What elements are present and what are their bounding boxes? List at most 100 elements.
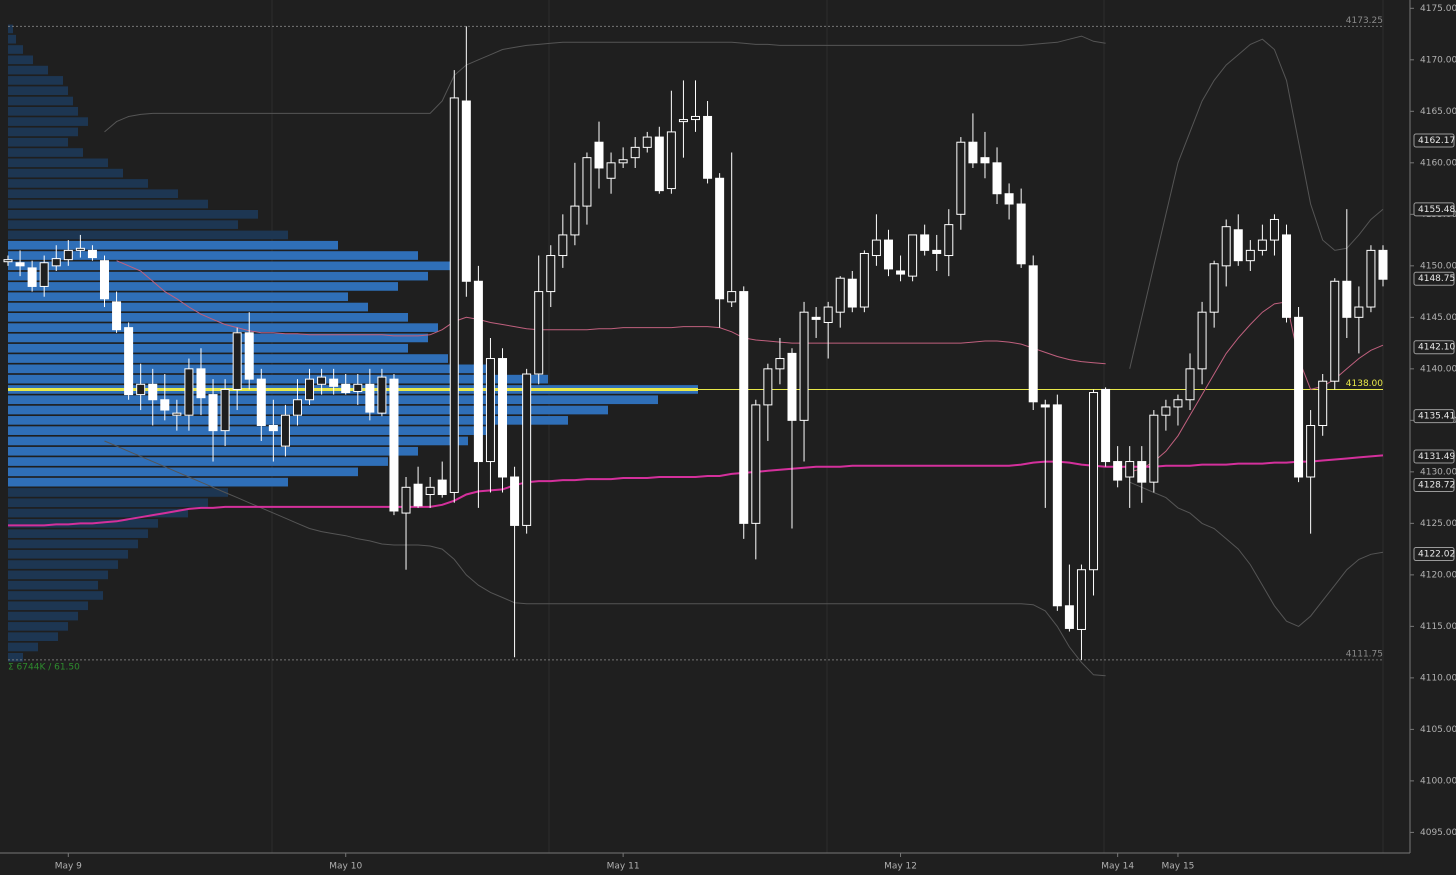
price-tag-label: 4142.10	[1418, 343, 1455, 353]
candle-body	[847, 278, 857, 308]
profile-bar	[8, 467, 358, 477]
candle-body	[654, 136, 664, 192]
candle-body	[148, 383, 158, 401]
profile-bar	[8, 652, 23, 662]
candle-body	[980, 157, 990, 164]
price-tag-label: 4131.49	[1418, 452, 1455, 462]
y-tick-label: 4175.00	[1420, 4, 1456, 14]
price-tag-label: 4128.72	[1418, 481, 1455, 491]
candle-body	[642, 136, 652, 148]
candle-body	[691, 115, 700, 121]
candle-body	[992, 162, 1002, 195]
candle-body	[1125, 461, 1135, 478]
candle-body	[1197, 311, 1207, 370]
price-tag-box	[1413, 271, 1455, 286]
candle-body	[232, 332, 242, 390]
candle-body	[787, 352, 797, 421]
candle-body	[739, 291, 749, 524]
profile-bar	[8, 611, 78, 621]
candle-body	[160, 399, 170, 411]
profile-bar	[8, 292, 348, 302]
candle-body	[208, 394, 218, 432]
candle-body	[968, 141, 978, 164]
candle-body	[401, 486, 411, 514]
candle-body	[1076, 569, 1086, 630]
candle-body	[112, 301, 122, 331]
candle-body	[292, 399, 302, 416]
x-tick-label: May 11	[607, 862, 640, 872]
candle-body	[823, 306, 833, 323]
price-tag-label: 4135.41	[1418, 412, 1455, 422]
candle-body	[1040, 404, 1050, 408]
price-tag-label: 4162.17	[1418, 136, 1455, 146]
candle-body	[558, 234, 568, 257]
candle-body	[1137, 461, 1147, 483]
candle-body	[75, 247, 85, 251]
profile-bar	[8, 34, 16, 44]
candle-body	[944, 224, 954, 257]
candle-body	[1233, 229, 1243, 262]
y-tick-label: 4115.00	[1420, 622, 1456, 632]
y-tick-label: 4125.00	[1420, 519, 1456, 529]
x-tick-label: May 9	[55, 862, 82, 872]
profile-bar	[8, 45, 23, 54]
candle-body	[751, 404, 761, 524]
profile-bar	[8, 498, 208, 508]
y-tick-label: 4165.00	[1420, 107, 1456, 117]
candle-body	[534, 291, 544, 375]
candle-body	[763, 368, 773, 406]
profile-bar	[8, 261, 458, 271]
profile-bar	[8, 570, 108, 580]
profile-bar	[8, 622, 68, 631]
candle-body	[510, 476, 520, 526]
y-tick-label: 4110.00	[1420, 673, 1456, 683]
candle-body	[220, 388, 230, 432]
candle-body	[377, 376, 387, 414]
profile-bar	[8, 323, 438, 332]
candle-body	[956, 141, 966, 215]
candle-body	[184, 368, 194, 416]
profile-bar	[8, 477, 288, 487]
candle-body	[666, 131, 676, 190]
candle-body	[908, 234, 918, 277]
candle-body	[3, 259, 13, 263]
profile-bar	[8, 333, 428, 343]
price-tag-box	[1413, 202, 1455, 217]
candle-body	[1378, 249, 1388, 280]
candle-body	[1004, 193, 1014, 205]
price-tag-label: 4148.75	[1418, 274, 1455, 284]
candle-body	[437, 479, 447, 496]
price-tag-box	[1413, 340, 1455, 355]
y-tick-label: 4130.00	[1420, 467, 1456, 477]
profile-bar	[8, 189, 178, 199]
level-label: 4173.25	[1346, 16, 1383, 26]
candle-body	[341, 383, 351, 394]
profile-bar	[8, 282, 398, 291]
y-tick-label: 4170.00	[1420, 55, 1456, 65]
profile-bar	[8, 549, 128, 559]
candle-body	[39, 262, 49, 287]
candle-body	[775, 358, 785, 370]
y-tick-label: 4145.00	[1420, 313, 1456, 323]
candle-body	[932, 249, 942, 254]
profile-bar	[8, 55, 33, 65]
candle-body	[425, 486, 435, 496]
candle-body	[570, 205, 580, 236]
y-tick-label: 4140.00	[1420, 364, 1456, 374]
candle-body	[546, 255, 556, 293]
profile-bar	[8, 591, 103, 600]
candle-body	[1161, 406, 1171, 416]
profile-bar	[8, 251, 418, 260]
candle-body	[1149, 414, 1159, 483]
candle-body	[811, 316, 821, 320]
candle-body	[329, 378, 339, 387]
candle-body	[835, 277, 845, 313]
profile-bar	[8, 168, 123, 178]
price-tag-box	[1413, 409, 1455, 424]
candle-body	[1113, 461, 1123, 481]
profile-bar	[8, 580, 98, 590]
y-tick-label: 4100.00	[1420, 776, 1456, 786]
candle-body	[1028, 265, 1038, 403]
profile-bar	[8, 106, 78, 116]
